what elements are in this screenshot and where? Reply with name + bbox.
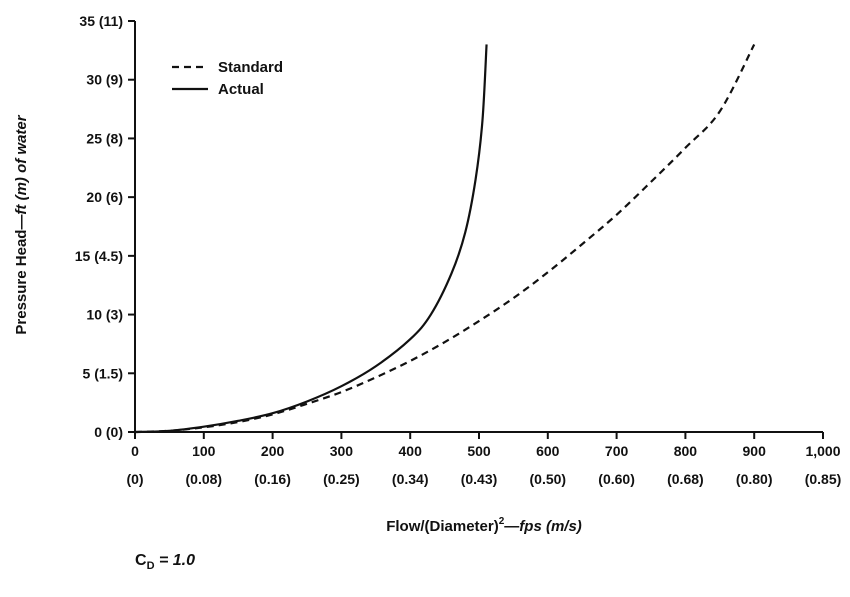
series-line-standard <box>134 43 756 434</box>
legend: Standard Actual <box>172 59 283 98</box>
x-tick-label-metric: (0) <box>126 471 143 487</box>
axes: 0 (0) 100 (0.08) 200 (0.16) 300 (0.25) 400 (0.34)… <box>75 13 842 487</box>
discharge-coefficient-note: CD = 1.0 <box>135 552 195 572</box>
y-tick-label: 25 (8) <box>86 130 123 146</box>
x-tick-label: 1,000 <box>805 443 840 459</box>
x-tick-label-metric: (0.43) <box>461 471 498 487</box>
x-tick-label-metric: (0.08) <box>186 471 223 487</box>
cd-subscript: D <box>146 560 155 572</box>
series-layer <box>134 43 756 434</box>
x-tick-label: 0 <box>131 443 139 459</box>
legend-label-actual: Actual <box>218 81 264 98</box>
series-line-actual <box>134 44 488 434</box>
x-tick-label: 500 <box>467 443 491 459</box>
x-tick-label-metric: (0.85) <box>805 471 842 487</box>
x-tick-label-metric: (0.80) <box>736 471 773 487</box>
y-tick-label: 15 (4.5) <box>75 248 123 264</box>
x-axis-title: Flow/(Diameter)2—fps (m/s) <box>386 516 582 535</box>
x-tick-label-metric: (0.68) <box>667 471 704 487</box>
x-tick-label-metric: (0.50) <box>530 471 567 487</box>
y-tick-label: 0 (0) <box>94 424 123 440</box>
y-tick-label: 5 (1.5) <box>83 365 123 381</box>
x-tick-label-metric: (0.60) <box>598 471 635 487</box>
x-tick-label: 700 <box>605 443 629 459</box>
legend-label-standard: Standard <box>218 59 283 76</box>
y-tick-label: 35 (11) <box>79 13 123 29</box>
cd-symbol: C <box>135 552 147 569</box>
x-tick-label: 900 <box>743 443 767 459</box>
y-tick-label: 10 (3) <box>86 307 123 323</box>
x-tick-label: 100 <box>192 443 216 459</box>
y-axis-title: Pressure Head—ft (m) of water <box>13 114 30 334</box>
cd-value: = 1.0 <box>158 552 195 569</box>
y-tick-label: 30 (9) <box>86 72 123 88</box>
y-tick-label: 20 (6) <box>86 189 123 205</box>
x-tick-label-metric: (0.16) <box>254 471 291 487</box>
x-tick-label: 300 <box>330 443 354 459</box>
x-tick-label-metric: (0.34) <box>392 471 429 487</box>
x-tick-label: 400 <box>399 443 423 459</box>
x-tick-label: 600 <box>536 443 560 459</box>
x-tick-label-metric: (0.25) <box>323 471 360 487</box>
x-tick-label: 200 <box>261 443 285 459</box>
x-tick-label: 800 <box>674 443 698 459</box>
